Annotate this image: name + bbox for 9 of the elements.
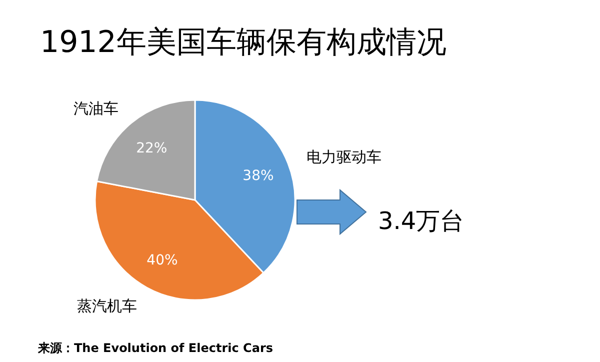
slice-label: 蒸汽机车: [77, 297, 138, 316]
slice-label: 汽油车: [74, 100, 119, 118]
data-label: 38%: [242, 168, 274, 184]
text: 3.4万台: [378, 207, 464, 235]
source-note: 来源：The Evolution of Electric Cars: [37, 341, 274, 355]
data-label: 22%: [136, 140, 168, 157]
chart-title: 1912年美国车辆保有构成情况: [40, 25, 446, 60]
data-label: 40%: [146, 252, 178, 269]
slice-label: 电力驱动车: [306, 148, 382, 166]
